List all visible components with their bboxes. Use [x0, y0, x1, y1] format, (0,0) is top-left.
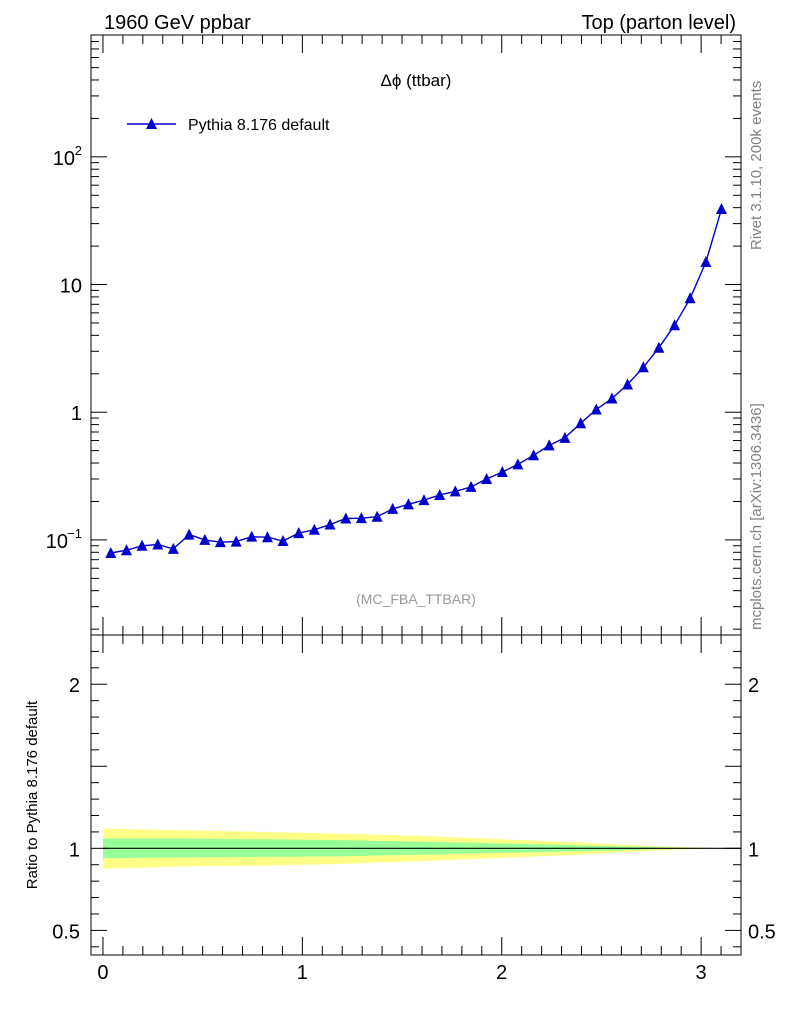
- xtick-label: 1: [297, 962, 308, 984]
- main-ytick-exponent: −1: [67, 526, 82, 541]
- series-line: [110, 208, 723, 554]
- data-point: [449, 485, 461, 497]
- data-point: [293, 527, 305, 539]
- data-point: [214, 536, 226, 548]
- data-point: [246, 530, 258, 542]
- data-point: [622, 378, 634, 390]
- ratio-ytick-label-right: 2: [748, 675, 759, 697]
- data-point: [700, 256, 712, 268]
- data-point: [653, 341, 665, 353]
- data-point: [230, 535, 242, 547]
- legend-marker: [146, 118, 157, 129]
- data-point: [167, 542, 179, 554]
- data-point: [371, 510, 383, 522]
- xtick-label: 2: [496, 962, 507, 984]
- data-point: [308, 523, 320, 535]
- rivet-label: Rivet 3.1.10, 200k events: [748, 81, 765, 250]
- main-ytick-label: 10: [46, 531, 68, 553]
- ratio-ylabel: Ratio to Pythia 8.176 default: [24, 700, 41, 889]
- xtick-label: 0: [97, 962, 108, 984]
- analysis-label: (MC_FBA_TTBAR): [356, 591, 476, 607]
- data-point: [559, 431, 571, 443]
- main-ytick-exponent: 2: [75, 143, 82, 158]
- ratio-ticks: 0.5 0.5 1 1 2 2 0 1 2 3: [52, 635, 776, 984]
- legend-label: Pythia 8.176 default: [188, 117, 330, 134]
- ratio-ytick-label-right: 1: [748, 839, 759, 861]
- data-point: [481, 472, 493, 484]
- ratio-panel: 0.5 0.5 1 1 2 2 0 1 2 3 Ratio to Pythia 8.176 def…: [24, 634, 776, 984]
- data-point: [465, 480, 477, 492]
- data-point: [669, 319, 681, 331]
- header-left: 1960 GeV ppbar: [104, 12, 251, 34]
- xtick-label: 3: [696, 962, 707, 984]
- header-right: Top (parton level): [581, 12, 736, 34]
- legend: Pythia 8.176 default: [127, 117, 330, 134]
- ratio-marks: [102, 828, 741, 869]
- data-point: [105, 546, 117, 558]
- main-ytick-label: 10: [53, 148, 75, 170]
- data-point: [512, 458, 524, 470]
- main-ytick-label: 1: [71, 403, 82, 425]
- data-point: [277, 535, 289, 547]
- data-point: [590, 403, 602, 415]
- ratio-ytick-label-right: 0.5: [748, 921, 776, 943]
- data-point: [199, 533, 211, 545]
- ratio-frame: [90, 634, 742, 956]
- mcplots-label: mcplots.cern.ch [arXiv:1306.3436]: [748, 403, 765, 630]
- data-point: [183, 528, 195, 540]
- data-point: [606, 392, 618, 404]
- data-point: [543, 439, 555, 451]
- data-point: [528, 449, 540, 461]
- ratio-ytick-label: 2: [69, 675, 80, 697]
- data-point: [152, 538, 164, 550]
- data-point: [402, 498, 414, 510]
- data-point: [324, 518, 336, 530]
- data-point: [575, 417, 587, 429]
- data-point: [136, 539, 148, 551]
- data-point: [261, 531, 273, 543]
- data-point: [715, 203, 727, 215]
- data-point: [418, 494, 430, 506]
- main-ytick-label: 10: [60, 276, 82, 298]
- data-point: [120, 544, 132, 556]
- data-point: [387, 502, 399, 514]
- data-point: [496, 466, 508, 478]
- main-marks: [105, 203, 727, 558]
- data-point: [434, 488, 446, 500]
- data-point: [684, 292, 696, 304]
- data-point: [340, 512, 352, 524]
- plot-title: Δϕ (ttbar): [381, 71, 452, 90]
- ratio-ytick-label: 1: [69, 839, 80, 861]
- data-point: [637, 361, 649, 373]
- ratio-ytick-label: 0.5: [52, 921, 80, 943]
- data-point: [355, 512, 367, 524]
